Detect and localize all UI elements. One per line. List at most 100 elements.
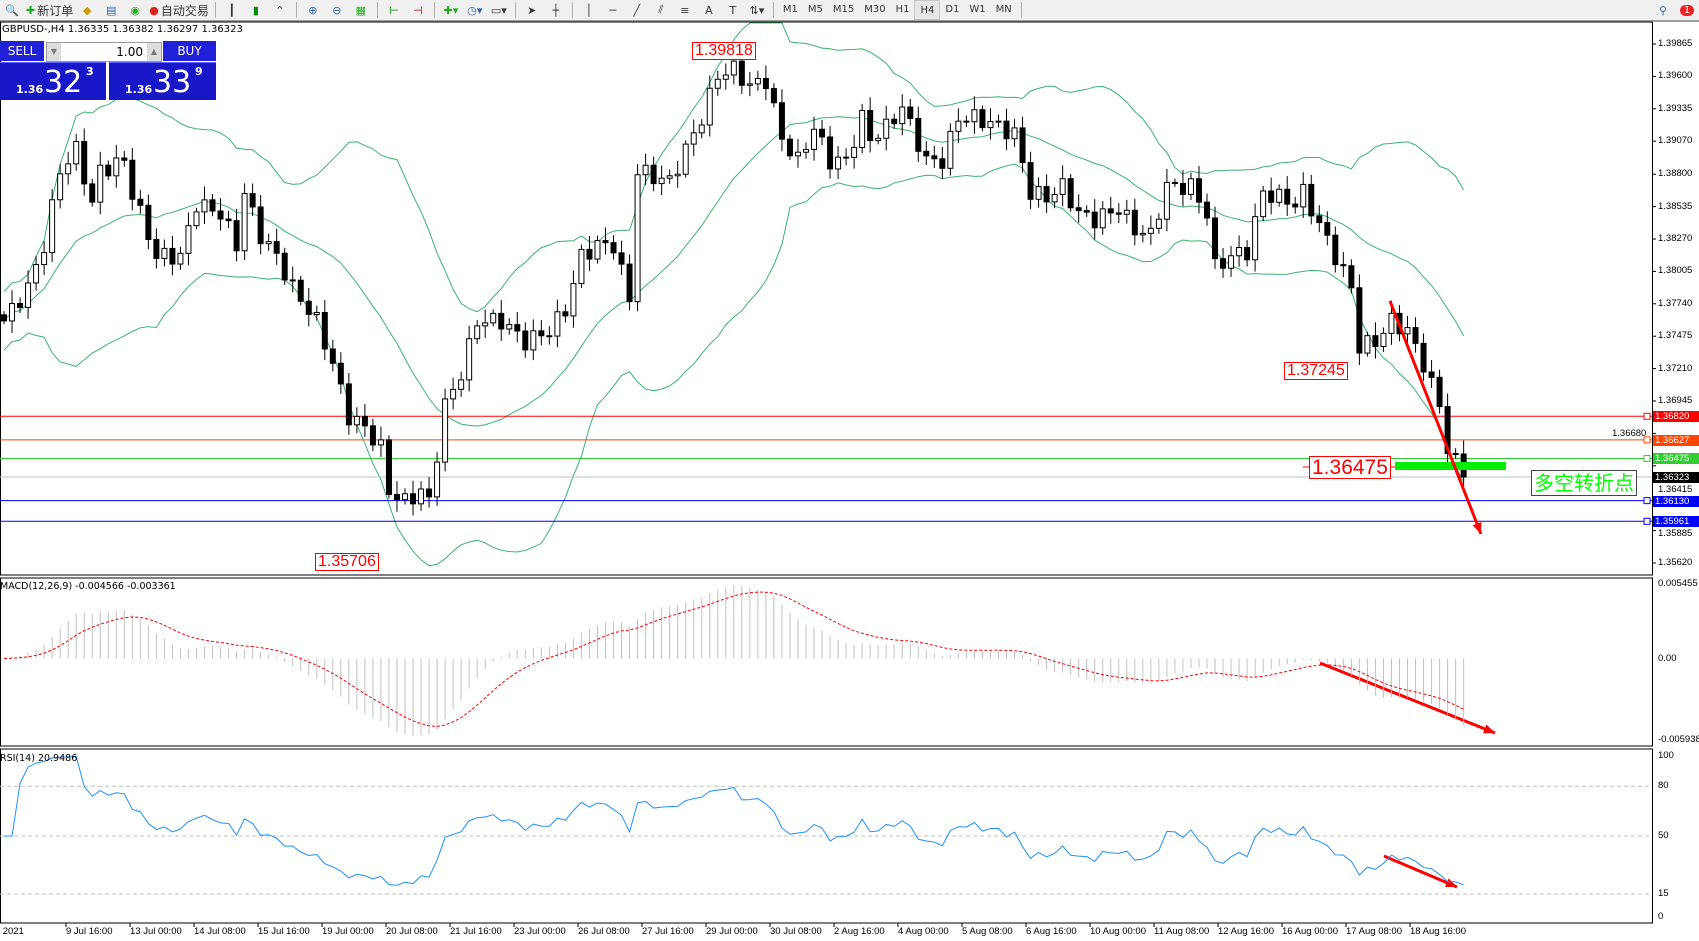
text-label-icon[interactable]: T — [729, 3, 737, 17]
candle — [153, 228, 160, 269]
price-level-tag: 1.36475 — [1653, 453, 1699, 465]
candle — [594, 235, 601, 264]
buy-button[interactable]: BUY — [163, 41, 216, 61]
candle — [1059, 165, 1066, 207]
timeframe-d1[interactable]: D1 — [945, 3, 960, 15]
bar-chart-icon[interactable]: ┃ — [228, 3, 236, 17]
equidistant-channel-icon[interactable]: ⫽ — [658, 3, 664, 16]
separator — [1020, 2, 1022, 18]
lot-size-input[interactable]: 1.00 — [116, 45, 143, 59]
pivot-price-label[interactable]: 1.36475 — [1309, 456, 1391, 479]
candle — [506, 318, 513, 335]
candle — [105, 160, 112, 181]
lot-size-stepper[interactable]: ▼ 1.00 ▲ — [46, 42, 162, 62]
price-axis-label: 1.36415 — [1658, 484, 1693, 495]
low-price-label[interactable]: 1.35706 — [315, 553, 379, 571]
line-chart-icon[interactable]: ⌃ — [275, 3, 285, 17]
timeframe-m5[interactable]: M5 — [807, 3, 823, 15]
candle — [610, 235, 617, 260]
periods-icon[interactable]: ◷▾ — [467, 3, 483, 17]
candle — [746, 71, 753, 97]
timeframe-m1[interactable]: M1 — [782, 3, 798, 15]
cursor-icon[interactable]: ➤ — [527, 3, 537, 17]
indicators-icon[interactable]: ✚▾ — [443, 3, 459, 17]
candle — [353, 407, 360, 434]
separator — [214, 2, 216, 18]
candle — [522, 322, 529, 358]
vertical-line-icon[interactable]: │ — [585, 3, 593, 17]
candle — [289, 266, 296, 293]
price-axis-label: 1.38270 — [1658, 233, 1693, 244]
buy-price-fraction: 9 — [195, 65, 203, 78]
pivot-text-label[interactable]: 多空转折点 — [1531, 470, 1637, 496]
level-handle — [1643, 436, 1651, 444]
candle — [1107, 196, 1114, 224]
auto-trading-button[interactable]: ● 自动交易 — [149, 3, 209, 18]
candle — [482, 309, 489, 338]
timeframe-h4[interactable]: H4 — [914, 0, 941, 20]
candle — [770, 83, 777, 108]
candle — [851, 134, 858, 169]
horizontal-line-icon[interactable]: ─ — [609, 3, 617, 17]
zoom-in-icon[interactable]: ⊕ — [308, 3, 318, 17]
candle — [1099, 201, 1106, 235]
candle — [1131, 198, 1138, 246]
timeframe-h1[interactable]: H1 — [895, 3, 910, 15]
timeframe-w1[interactable]: W1 — [969, 3, 986, 15]
high-price-label[interactable]: 1.39818 — [692, 42, 756, 60]
crosshair-icon[interactable]: ┼ — [552, 3, 560, 17]
search-icon[interactable]: ⚲ — [1658, 3, 1668, 17]
candlestick-icon[interactable]: ▮ — [252, 3, 259, 17]
autoscroll-icon[interactable]: ⊣ — [413, 3, 423, 17]
sell-button[interactable]: SELL — [0, 41, 44, 61]
notifications-icon[interactable]: 1 — [1677, 1, 1697, 19]
chart-shift-icon[interactable]: ⊢ — [389, 3, 399, 17]
level-handle — [1643, 454, 1651, 462]
swing-price-label[interactable]: 1.37245 — [1284, 362, 1348, 380]
terminal-icon[interactable]: ▤ — [106, 3, 117, 17]
decrease-lot-icon[interactable]: ▼ — [47, 43, 61, 61]
candle — [281, 247, 288, 285]
candle — [1268, 177, 1275, 215]
candle — [963, 115, 970, 127]
candle — [257, 195, 264, 255]
candle — [586, 235, 593, 272]
new-order-button[interactable]: ✚ 新订单 — [26, 3, 74, 18]
signals-icon[interactable]: ◉ — [130, 3, 141, 17]
candle — [843, 148, 850, 166]
increase-lot-icon[interactable]: ▲ — [147, 43, 161, 61]
candle — [393, 481, 400, 512]
candle — [1083, 205, 1090, 217]
candle — [377, 426, 384, 457]
sell-price[interactable]: 1.36 32 3 — [0, 62, 106, 100]
candle — [1147, 215, 1154, 245]
candle — [361, 404, 368, 437]
candle — [682, 140, 689, 178]
time-axis-label: 6 Aug 16:00 — [1026, 926, 1077, 937]
timeframe-m30[interactable]: M30 — [864, 3, 886, 15]
arrows-icon[interactable]: ⇅▾ — [749, 3, 765, 17]
price-level-tag: 1.36323 — [1653, 472, 1699, 484]
candle — [1452, 448, 1459, 459]
candle — [402, 488, 408, 505]
trendline-icon[interactable]: ╱ — [633, 3, 641, 17]
tile-windows-icon[interactable]: ▦ — [355, 3, 367, 17]
timeframe-m15[interactable]: M15 — [832, 3, 855, 15]
buy-price[interactable]: 1.36 33 9 — [109, 62, 216, 100]
zoom-icon[interactable]: 🔍 — [5, 3, 19, 17]
candle — [385, 435, 392, 499]
timeframe-bar: M1 M5 M15 M30 H1 H4 D1 W1 MN — [778, 0, 1017, 20]
candle — [811, 116, 818, 161]
fibonacci-icon[interactable]: ≡ — [680, 3, 690, 17]
candle — [458, 371, 465, 397]
time-axis-label: 14 Jul 08:00 — [194, 926, 246, 937]
zoom-out-icon[interactable]: ⊖ — [332, 3, 342, 17]
candle — [666, 169, 673, 184]
templates-icon[interactable]: ▭▾ — [490, 3, 507, 17]
candle — [1284, 176, 1291, 216]
timeframe-mn[interactable]: MN — [995, 3, 1012, 15]
metaeditor-icon[interactable]: ◆ — [83, 3, 92, 17]
candle — [241, 183, 248, 261]
text-icon[interactable]: A — [705, 3, 713, 17]
